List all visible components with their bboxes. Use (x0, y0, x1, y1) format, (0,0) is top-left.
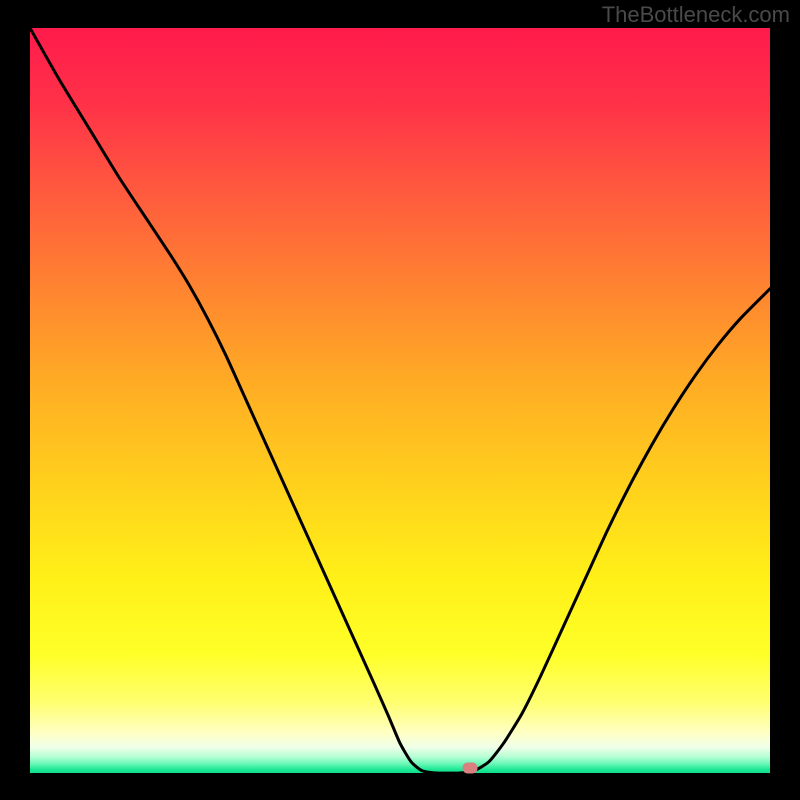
optimum-marker (463, 762, 478, 773)
stage: TheBottleneck.com (0, 0, 800, 800)
bottleneck-curve (30, 28, 770, 773)
plot-area (30, 28, 770, 773)
watermark-text: TheBottleneck.com (602, 2, 790, 28)
